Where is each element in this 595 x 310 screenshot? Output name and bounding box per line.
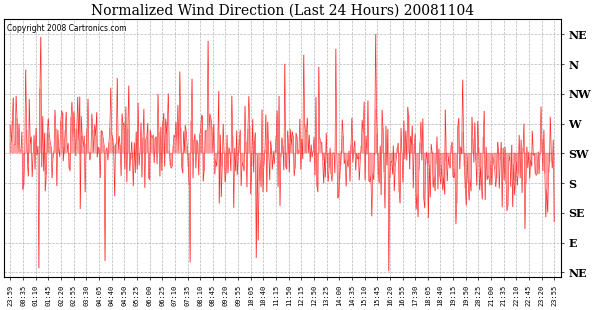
Text: Copyright 2008 Cartronics.com: Copyright 2008 Cartronics.com (7, 24, 127, 33)
Title: Normalized Wind Direction (Last 24 Hours) 20081104: Normalized Wind Direction (Last 24 Hours… (91, 4, 474, 18)
